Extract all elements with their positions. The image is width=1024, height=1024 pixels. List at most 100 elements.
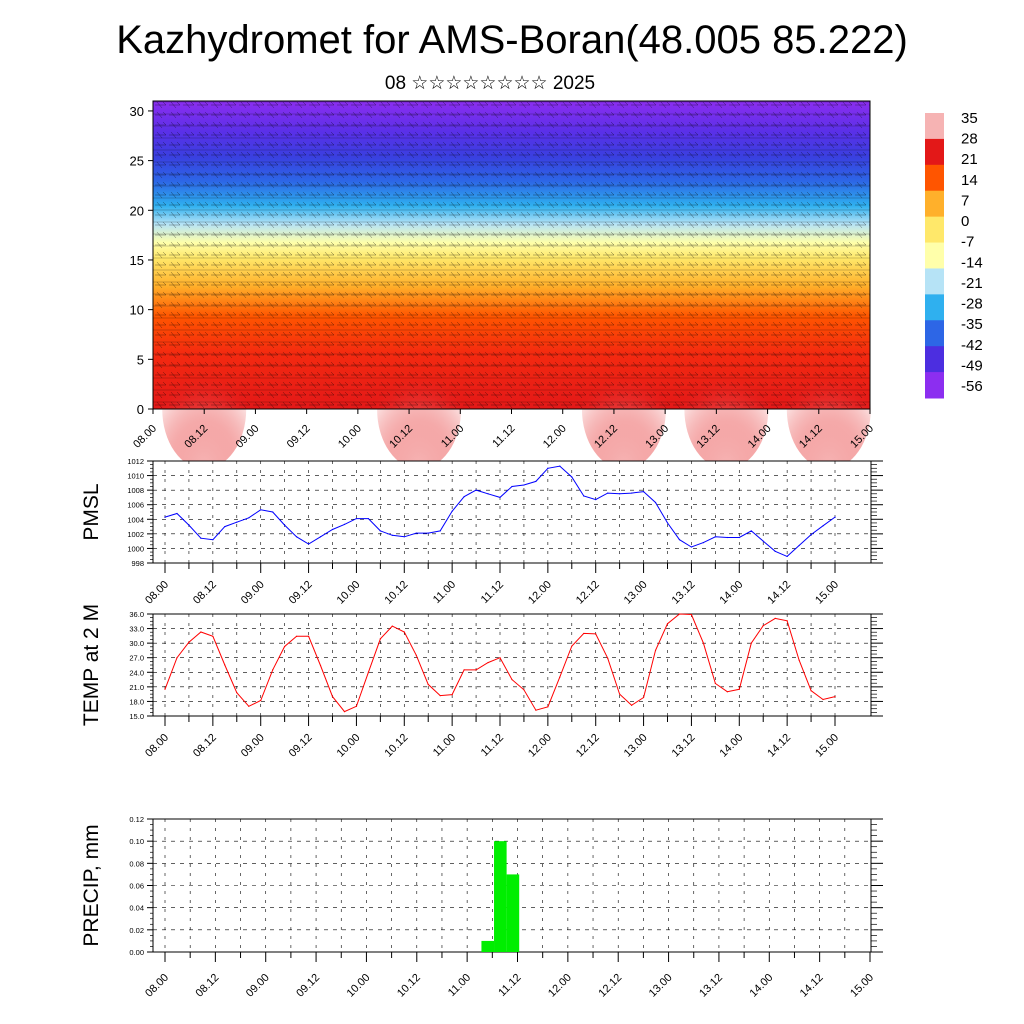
pmsl-ytick-label: 1000 xyxy=(127,544,144,553)
pmsl-point xyxy=(439,530,441,532)
temp2m-point xyxy=(367,671,369,673)
temp2m-xtick-label: 14.00 xyxy=(717,732,745,760)
colorbar-band xyxy=(925,294,944,321)
pmsl-xtick-label: 11.00 xyxy=(431,579,458,606)
pmsl-point xyxy=(415,532,417,534)
temp2m-point xyxy=(511,678,513,681)
precip-ytick-label: 0.00 xyxy=(129,948,144,957)
temp2m-xtick-label: 08.12 xyxy=(191,732,219,760)
pmsl-point xyxy=(367,517,369,520)
colorbar-label: -35 xyxy=(961,316,983,333)
pmsl-xtick-label: 09.00 xyxy=(239,579,267,607)
precip-bar xyxy=(481,940,495,952)
colorbar-label: -28 xyxy=(961,296,983,313)
temp2m-point xyxy=(559,676,561,678)
temp2m-point xyxy=(260,699,262,702)
precip-ytick-label: 0.10 xyxy=(129,837,144,846)
temp2m-point xyxy=(714,682,716,685)
colorbar-label: -7 xyxy=(961,234,974,251)
pmsl-point xyxy=(738,536,740,539)
temp2m-point xyxy=(810,690,812,692)
pmsl-panel: 998 1000 1002 1004 1006 1008 1010 1012 08.00 08.1… xyxy=(80,457,883,607)
pmsl-ytick-label: 1006 xyxy=(127,501,144,510)
pmsl-point xyxy=(451,510,453,512)
temp2m-frame xyxy=(152,613,872,717)
temp2m-point xyxy=(415,654,417,656)
temp2m-point xyxy=(176,657,178,659)
colorbar-band xyxy=(925,242,944,269)
precip-ytick-label: 0.02 xyxy=(129,926,144,935)
precip-xtick-label: 11.00 xyxy=(446,972,473,999)
temp2m-xtick-label: 09.00 xyxy=(239,732,267,760)
precip-xtick-label: 13.00 xyxy=(647,972,675,1000)
temp2m-point xyxy=(463,669,465,671)
colorbar-band xyxy=(925,320,944,347)
temp2m-xtick-label: 12.00 xyxy=(526,732,554,760)
colorbar-label: 14 xyxy=(961,172,978,189)
pmsl-point xyxy=(379,530,381,532)
temp2m-ytick-label: 18.0 xyxy=(129,697,144,706)
temp2m-point xyxy=(331,695,334,698)
temp2m-point xyxy=(212,635,214,637)
pmsl-point xyxy=(176,512,178,515)
pmsl-point xyxy=(188,524,190,526)
temp2m-ytick-label: 27.0 xyxy=(129,654,144,663)
temp2m-point xyxy=(439,695,441,697)
pmsl-xtick-label: 11.12 xyxy=(479,579,506,606)
pmsl-ytick-label: 998 xyxy=(131,559,144,568)
temp2m-ytick-label: 24.0 xyxy=(129,668,144,677)
pmsl-point xyxy=(607,492,609,494)
temp2m-point xyxy=(523,689,525,691)
temp2m-point xyxy=(595,633,597,635)
pmsl-point xyxy=(834,516,836,518)
pmsl-point xyxy=(631,492,633,494)
pmsl-point xyxy=(786,555,788,558)
temp2m-point xyxy=(343,711,346,713)
cs-ytick-label: 20 xyxy=(130,203,144,218)
precip-xtick-label: 10.00 xyxy=(345,972,373,1000)
pmsl-point xyxy=(762,540,764,542)
precip-bar xyxy=(494,841,507,952)
colorbar-label: 7 xyxy=(961,192,969,209)
pmsl-point xyxy=(678,539,681,541)
pmsl-point xyxy=(319,536,322,538)
cs-xtick-label: 10.00 xyxy=(336,423,364,451)
colorbar: 35 28 21 14 7 0 -7 -14 -21 -28 -35 -42 -49 -56 xyxy=(925,110,983,399)
pmsl-xtick-label: 08.12 xyxy=(191,579,219,607)
pmsl-point xyxy=(403,536,405,538)
pmsl-point xyxy=(164,516,166,518)
temp2m-xtick-label: 13.00 xyxy=(622,732,650,760)
temp2m-point xyxy=(642,696,645,699)
pmsl-point xyxy=(571,476,573,478)
temp2m-ytick-label: 30.0 xyxy=(129,639,144,648)
pmsl-point xyxy=(666,522,669,524)
temp2m-xtick-label: 14.12 xyxy=(765,732,793,760)
temp2m-point xyxy=(583,632,585,635)
precip-xtick-label: 09.00 xyxy=(244,972,272,1000)
temp2m-point xyxy=(319,664,322,667)
pmsl-point xyxy=(260,509,262,511)
pmsl-frame xyxy=(152,460,872,564)
temp2m-point xyxy=(236,692,238,694)
temp2m-point xyxy=(678,613,681,615)
pmsl-point xyxy=(343,523,346,525)
temp2m-point xyxy=(654,649,657,652)
temp2m-point xyxy=(379,638,381,640)
temp2m-ytick-label: 21.0 xyxy=(129,683,144,692)
cs-ytick-label: 30 xyxy=(130,104,144,119)
pmsl-point xyxy=(702,542,704,544)
precip-ytick-label: 0.08 xyxy=(129,859,144,868)
pmsl-point xyxy=(798,544,800,547)
cs-ytick-label: 15 xyxy=(130,253,144,268)
cs-ytick-label: 0 xyxy=(137,402,144,417)
pmsl-point xyxy=(499,496,501,499)
temp2m-point xyxy=(307,635,310,637)
pmsl-point xyxy=(559,465,561,467)
colorbar-band xyxy=(925,268,944,295)
pmsl-point xyxy=(547,467,549,469)
temp2m-point xyxy=(427,683,429,686)
colorbar-label: -42 xyxy=(961,337,983,354)
pmsl-ylabel: PMSL xyxy=(80,483,103,540)
temp2m-xtick-label: 09.12 xyxy=(287,732,315,760)
pmsl-point xyxy=(296,536,298,538)
